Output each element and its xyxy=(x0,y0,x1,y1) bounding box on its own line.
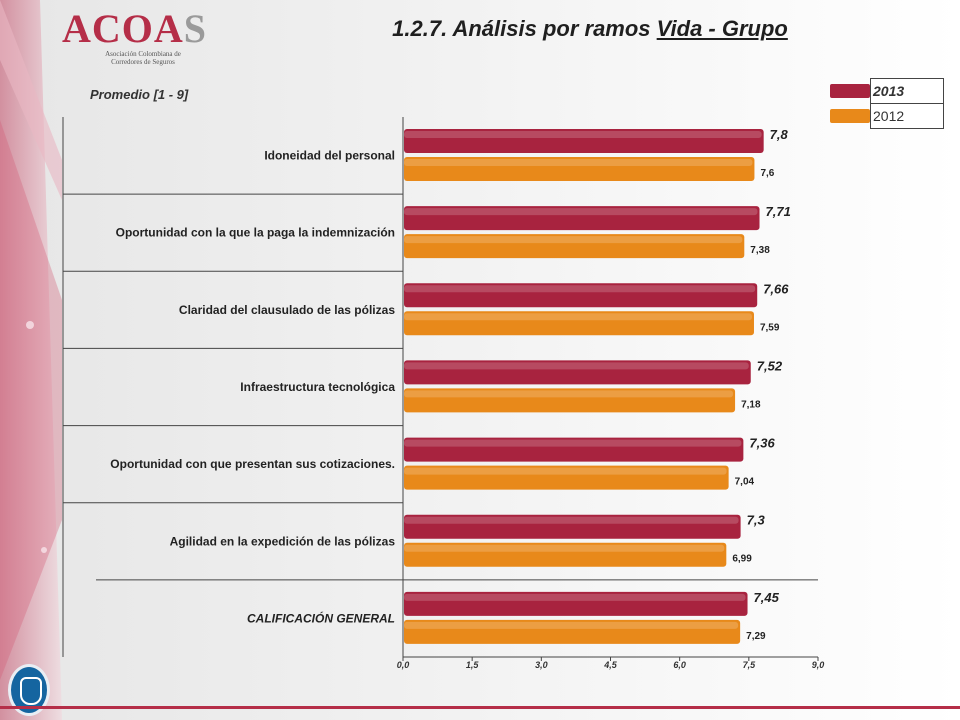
acoas-logo: ACOAS Asociación Colombiana de Corredore… xyxy=(62,6,222,72)
chart-subtitle: Promedio [1 - 9] xyxy=(90,87,189,102)
category-label: Oportunidad con la que la paga la indemn… xyxy=(116,226,395,240)
bar-highlight xyxy=(404,516,739,524)
bar-highlight xyxy=(404,131,762,138)
bar-2012 xyxy=(404,542,727,567)
x-tick-label: 4,5 xyxy=(603,660,618,670)
bar-2013 xyxy=(404,206,760,231)
data-label-2012: 7,18 xyxy=(741,399,761,410)
x-tick-label: 6,0 xyxy=(673,660,686,670)
category-label: Claridad del clausulado de las pólizas xyxy=(179,303,395,317)
data-label-2012: 7,29 xyxy=(746,631,766,642)
bar-2013 xyxy=(404,129,764,153)
category-label: Agilidad en la expedición de las pólizas xyxy=(170,534,396,548)
data-label-2013: 7,36 xyxy=(749,436,775,451)
bar-2013 xyxy=(404,591,748,616)
data-label-2013: 7,66 xyxy=(763,281,789,296)
x-tick-label: 9,0 xyxy=(812,660,825,670)
bar-2013 xyxy=(404,514,741,539)
bar-highlight xyxy=(404,544,725,552)
bar-highlight xyxy=(404,593,746,601)
legend-swatch-2013 xyxy=(830,84,870,98)
bar-highlight xyxy=(404,467,727,475)
bar-highlight xyxy=(404,236,743,244)
category-label: CALIFICACIÓN GENERAL xyxy=(247,610,395,625)
category-label: Infraestructura tecnológica xyxy=(240,380,395,394)
bar-highlight xyxy=(404,313,752,321)
data-label-2012: 7,59 xyxy=(760,322,780,333)
data-label-2012: 7,6 xyxy=(760,168,774,179)
x-tick-label: 0,0 xyxy=(397,660,410,670)
chart-legend: 2013 2012 xyxy=(830,78,944,129)
bar-highlight xyxy=(404,285,756,293)
logo-subtitle: Asociación Colombiana de Corredores de S… xyxy=(105,50,181,66)
bar-2012 xyxy=(404,465,729,490)
bar-highlight xyxy=(404,621,739,629)
logo-wordmark: ACOAS xyxy=(62,6,208,51)
x-tick-label: 1,5 xyxy=(466,660,480,670)
bar-2012 xyxy=(404,388,736,413)
bar-highlight xyxy=(404,208,758,216)
data-label-2012: 6,99 xyxy=(732,554,752,565)
bar-2013 xyxy=(404,283,758,308)
category-label: Oportunidad con que presentan sus cotiza… xyxy=(110,457,395,471)
data-label-2013: 7,52 xyxy=(757,358,783,373)
footer-divider xyxy=(0,706,960,709)
legend-swatch-2012 xyxy=(830,109,870,123)
data-label-2012: 7,04 xyxy=(735,477,755,488)
bar-2013 xyxy=(404,360,751,385)
category-label: Idoneidad del personal xyxy=(264,149,395,163)
bar-2013 xyxy=(404,437,744,462)
bar-highlight xyxy=(404,439,742,447)
bar-2012 xyxy=(404,234,745,259)
data-label-2013: 7,71 xyxy=(766,204,791,219)
x-tick-label: 3,0 xyxy=(535,660,548,670)
data-label-2012: 7,38 xyxy=(750,245,770,256)
bar-highlight xyxy=(404,362,749,370)
page-title: 1.2.7. Análisis por ramos Vida - Grupo xyxy=(392,16,788,41)
bar-2012 xyxy=(404,311,754,336)
bar-2012 xyxy=(404,619,741,644)
legend-label-2012: 2012 xyxy=(870,103,944,129)
bar-2012 xyxy=(404,157,755,181)
x-tick-label: 7,5 xyxy=(743,660,757,670)
bar-highlight xyxy=(404,159,753,166)
data-label-2013: 7,8 xyxy=(770,127,789,142)
legend-item-2012: 2012 xyxy=(830,103,944,129)
bar-highlight xyxy=(404,390,734,398)
data-label-2013: 7,3 xyxy=(747,513,766,528)
data-label-2013: 7,45 xyxy=(754,590,780,605)
